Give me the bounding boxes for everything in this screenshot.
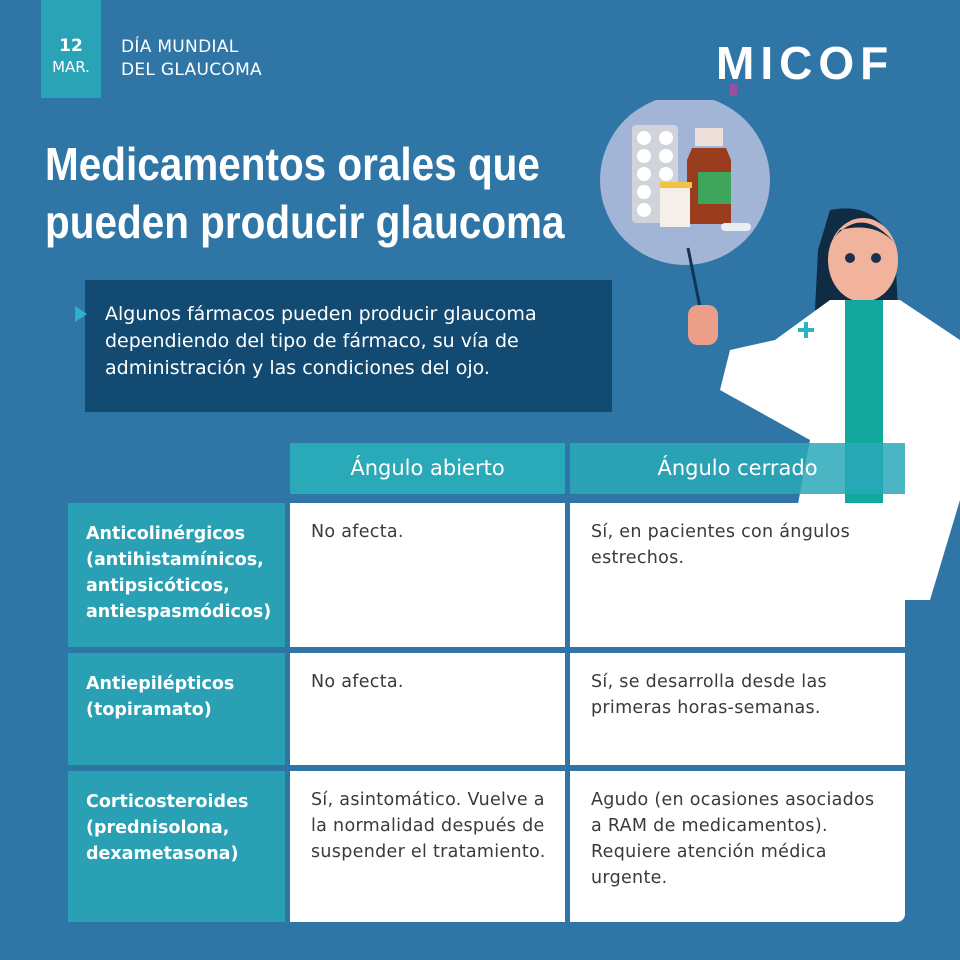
logo-text: MICOF [716,37,895,89]
header-open-angle: Ángulo abierto [290,443,565,494]
date-month: MAR. [52,58,90,76]
row-label: Corticosteroides (prednisolona, dexameta… [68,771,285,922]
cross-icon [798,322,814,338]
header-closed-angle: Ángulo cerrado [570,443,905,494]
pill-jar-icon [660,185,690,227]
row-label: Anticolinérgicos (antihistamínicos, anti… [68,503,285,647]
event-name: DÍA MUNDIAL DEL GLAUCOMA [121,36,262,82]
triangle-bullet-icon [75,306,87,322]
micof-logo: MICOF [716,36,895,96]
title-line1: Medicamentos orales que [45,138,540,190]
cell-closed: Sí, en pacientes con ángulos estrechos. [570,503,905,647]
cell-closed: Sí, se desarrolla desde las primeras hor… [570,653,905,765]
cell-open: No afecta. [290,653,565,765]
info-text: Algunos fármacos pueden producir glaucom… [105,303,537,379]
cell-open: No afecta. [290,503,565,647]
cell-closed: Agudo (en ocasiones asociados a RAM de m… [570,771,905,922]
date-badge: 12 MAR. [41,0,101,98]
page-title: Medicamentos orales que pueden producir … [45,135,565,251]
cell-open: Sí, asintomático. Vuelve a la normalidad… [290,771,565,922]
date-day: 12 [59,36,83,56]
title-line2: pueden producir glaucoma [45,196,565,248]
info-box: Algunos fármacos pueden producir glaucom… [75,280,612,412]
row-label: Antiepilépticos (topiramato) [68,653,285,765]
event-line2: DEL GLAUCOMA [121,60,262,80]
event-line1: DÍA MUNDIAL [121,37,239,57]
